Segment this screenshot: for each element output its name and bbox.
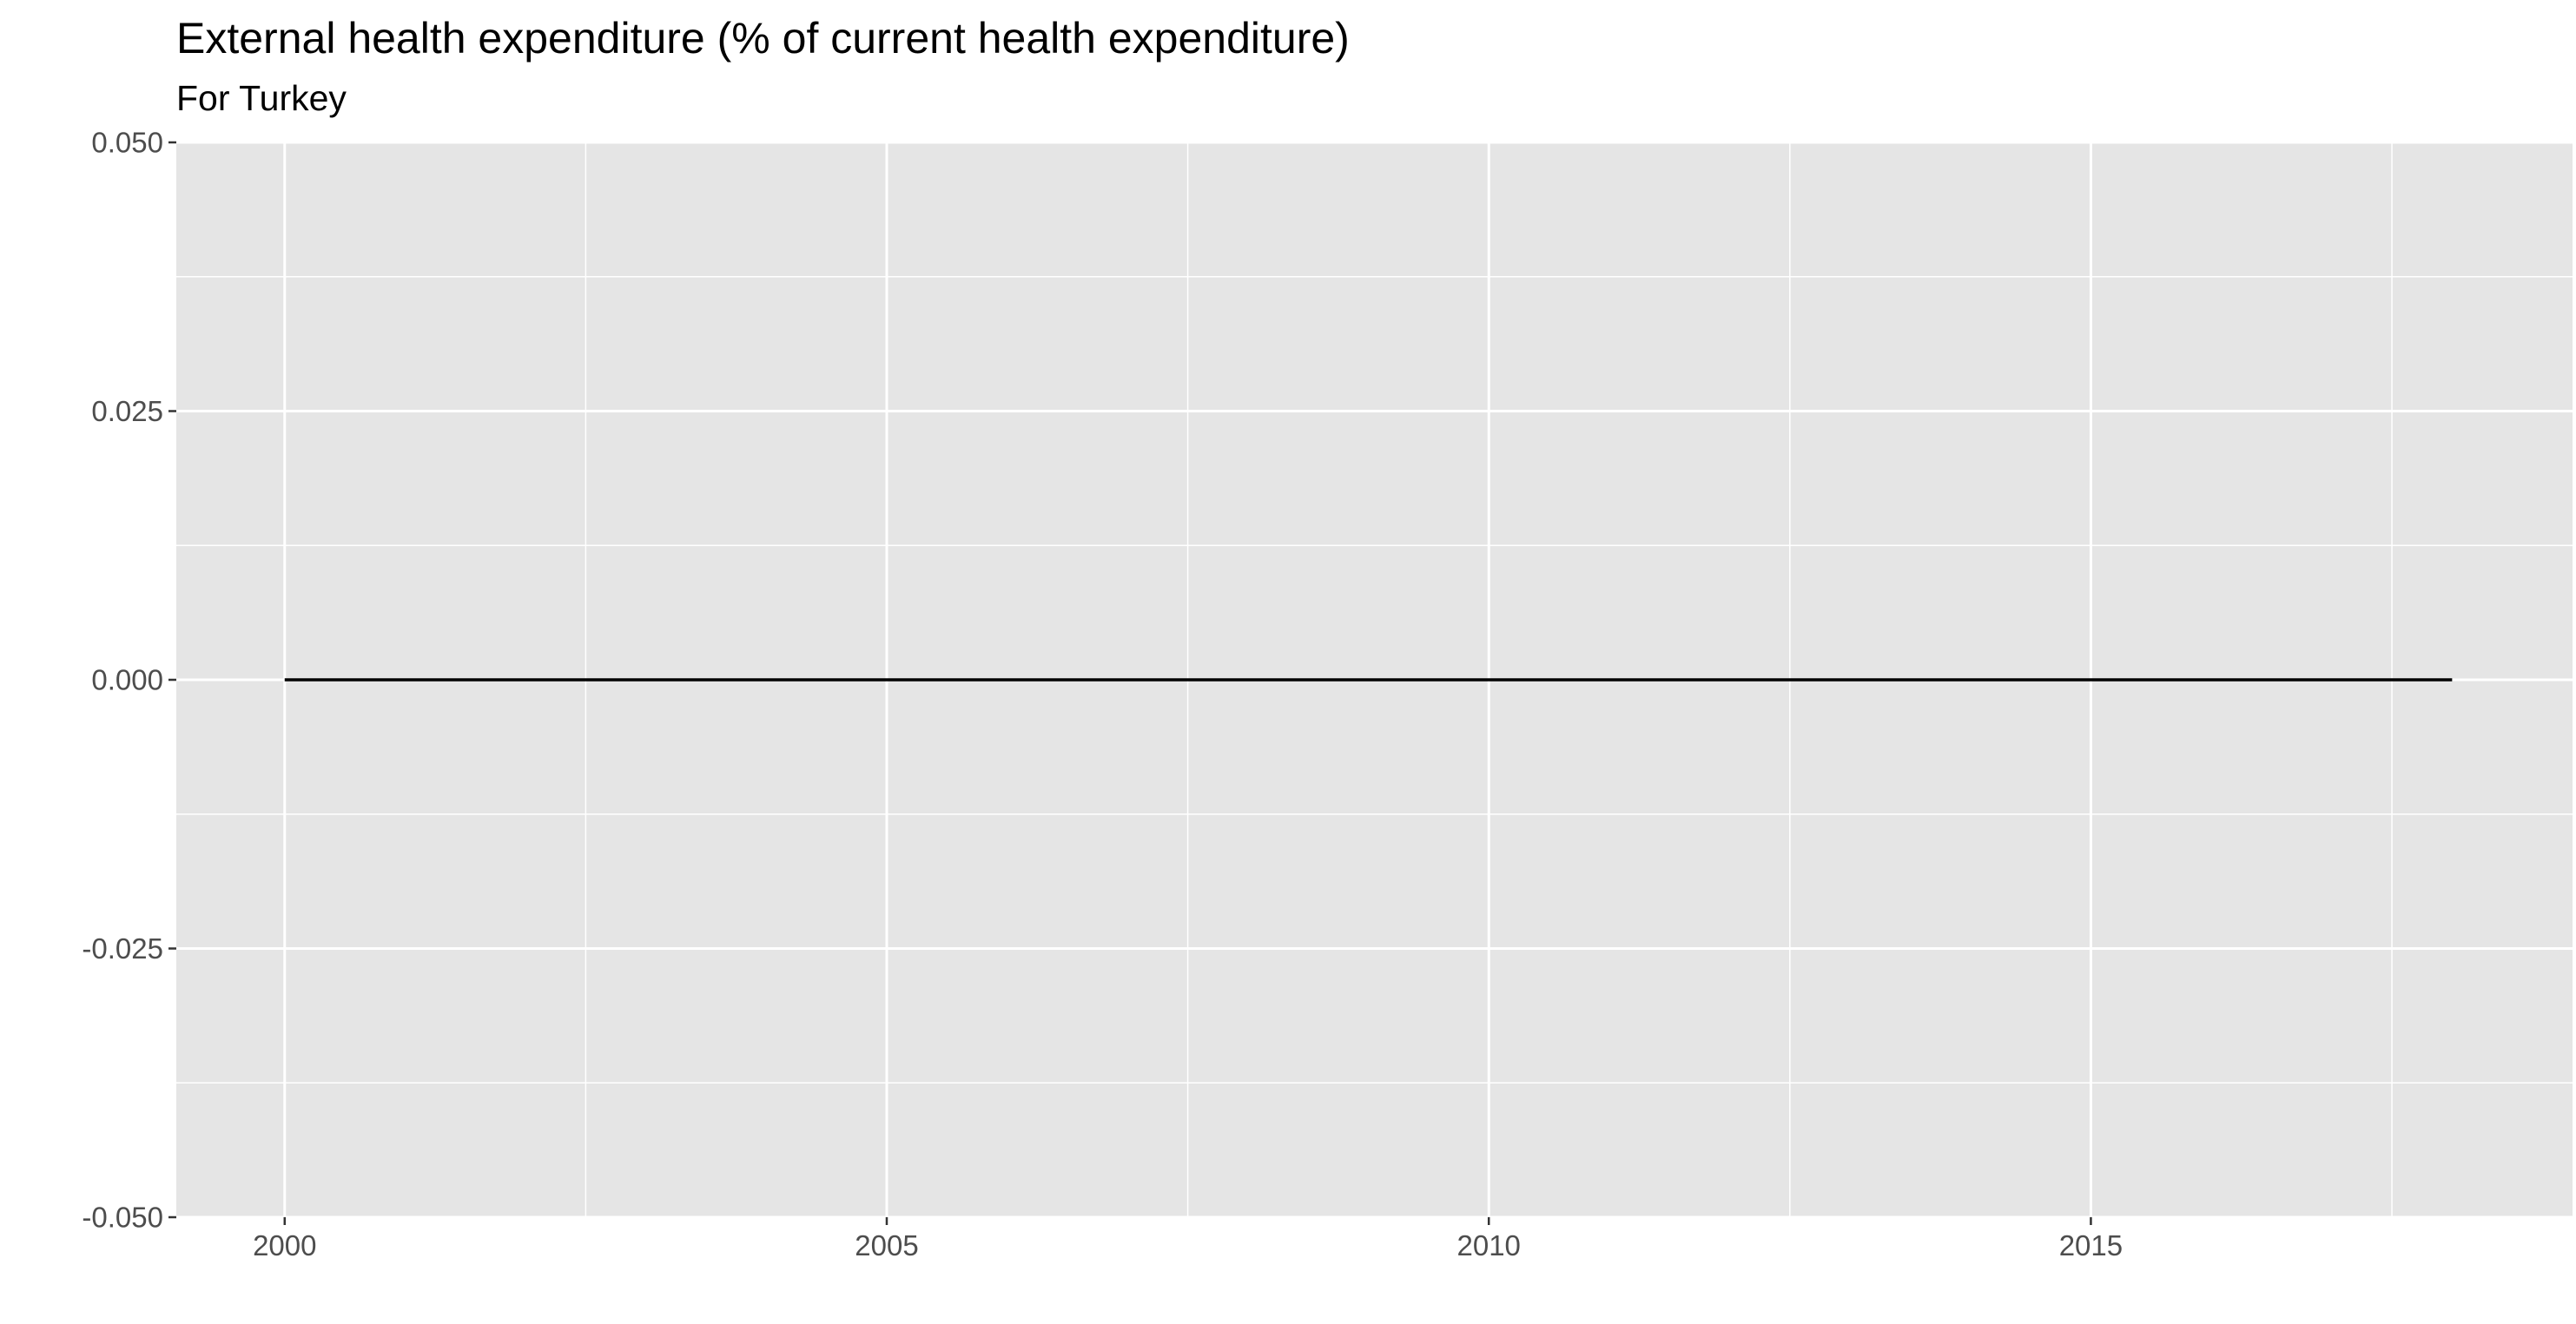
y-axis: -0.050 -0.025 0.000 0.025 0.050 <box>82 127 176 1234</box>
y-tick-label: 0.025 <box>91 395 163 427</box>
y-tick-label: 0.000 <box>91 664 163 696</box>
x-tick-label: 2015 <box>2059 1229 2123 1261</box>
chart-title: External health expenditure (% of curren… <box>176 14 1350 63</box>
y-tick-label: -0.025 <box>82 932 163 965</box>
x-tick-label: 2000 <box>253 1229 316 1261</box>
y-tick-label: -0.050 <box>82 1202 163 1234</box>
x-tick-label: 2010 <box>1457 1229 1521 1261</box>
y-tick-label: 0.050 <box>91 127 163 159</box>
x-axis: 2000 2005 2010 2015 <box>253 1217 2123 1261</box>
chart-subtitle: For Turkey <box>176 78 347 118</box>
x-tick-label: 2005 <box>855 1229 918 1261</box>
